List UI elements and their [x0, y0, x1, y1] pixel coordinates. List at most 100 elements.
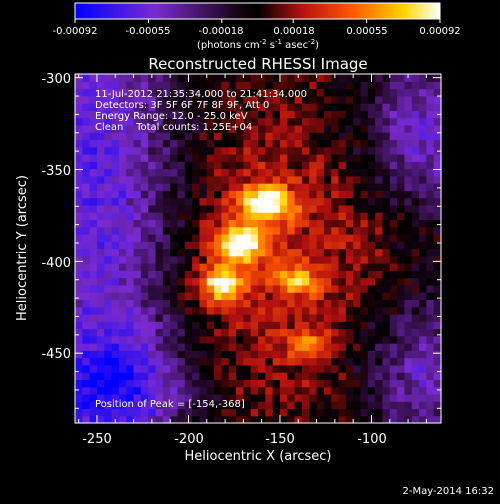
- heatmap-cell: [250, 350, 259, 359]
- heatmap-cell: [170, 146, 179, 155]
- heatmap-cell: [111, 183, 120, 191]
- heatmap-cell: [228, 335, 237, 344]
- heatmap-cell: [228, 74, 237, 82]
- heatmap-cell: [411, 386, 420, 395]
- heatmap-cell: [360, 146, 369, 155]
- heatmap-cell: [82, 292, 91, 300]
- heatmap-cell: [279, 299, 288, 308]
- heatmap-cell: [177, 153, 186, 162]
- heatmap-cell: [133, 110, 142, 119]
- heatmap-cell: [89, 321, 98, 330]
- heatmap-cell: [375, 153, 384, 162]
- heatmap-cell: [75, 364, 83, 373]
- heatmap-cell: [111, 321, 120, 330]
- heatmap-cell: [419, 401, 427, 410]
- heatmap-cell: [177, 103, 186, 111]
- heatmap-cell: [279, 255, 288, 264]
- heatmap-cell: [397, 212, 405, 221]
- heatmap-cell: [360, 139, 369, 148]
- x-tick-label: -150: [265, 432, 295, 447]
- heatmap-cell: [323, 321, 332, 330]
- heatmap-cell: [170, 335, 179, 344]
- heatmap-cell: [360, 284, 369, 293]
- heatmap-cell: [404, 168, 413, 177]
- heatmap-cell: [404, 401, 413, 410]
- heatmap-cell: [236, 74, 244, 82]
- heatmap-cell: [140, 415, 149, 424]
- heatmap-cell: [279, 175, 288, 184]
- heatmap-cell: [140, 270, 149, 279]
- heatmap-cell: [426, 255, 435, 264]
- heatmap-cell: [250, 335, 259, 344]
- heatmap-cell: [184, 110, 193, 119]
- heatmap-cell: [382, 103, 391, 111]
- heatmap-cell: [404, 204, 413, 213]
- heatmap-cell: [272, 284, 281, 293]
- heatmap-cell: [426, 212, 435, 221]
- heatmap-cell: [221, 183, 230, 191]
- heatmap-cell: [323, 197, 332, 206]
- heatmap-cell: [382, 241, 391, 250]
- heatmap-cell: [214, 386, 222, 395]
- colorbar-units-label: (photons cm-2 s-1 asec-2): [197, 38, 319, 51]
- heatmap-cell: [265, 277, 274, 286]
- heatmap-cell: [382, 379, 391, 388]
- heatmap-cell: [192, 270, 201, 279]
- heatmap-cell: [221, 132, 230, 141]
- heatmap-cell: [221, 88, 230, 97]
- heatmap-cell: [111, 284, 120, 293]
- heatmap-cell: [162, 408, 171, 417]
- heatmap-cell: [345, 95, 354, 104]
- heatmap-cell: [323, 357, 332, 366]
- heatmap-cell: [331, 204, 340, 213]
- heatmap-cell: [433, 103, 442, 111]
- heatmap-cell: [397, 379, 405, 388]
- heatmap-cell: [265, 117, 274, 126]
- heatmap-cell: [148, 241, 157, 250]
- heatmap-cell: [360, 408, 369, 417]
- heatmap-cell: [338, 328, 347, 337]
- heatmap-cell: [96, 103, 105, 111]
- heatmap-cell: [206, 74, 215, 82]
- heatmap-cell: [206, 161, 215, 170]
- heatmap-cell: [162, 343, 171, 351]
- heatmap-cell: [272, 277, 281, 286]
- heatmap-cell: [199, 81, 208, 90]
- heatmap-cell: [397, 321, 405, 330]
- heatmap-cell: [353, 386, 362, 395]
- heatmap-cell: [111, 350, 120, 359]
- heatmap-cell: [316, 284, 325, 293]
- heatmap-cell: [184, 190, 193, 199]
- heatmap-cell: [236, 408, 244, 417]
- heatmap-cell: [184, 248, 193, 257]
- heatmap-cell: [82, 204, 91, 213]
- heatmap-cell: [265, 95, 274, 104]
- heatmap-cell: [258, 364, 266, 373]
- heatmap-cell: [316, 175, 325, 184]
- heatmap-cell: [360, 328, 369, 337]
- heatmap-cell: [199, 277, 208, 286]
- heatmap-cell: [397, 248, 405, 257]
- heatmap-cell: [162, 364, 171, 373]
- heatmap-cell: [148, 321, 157, 330]
- heatmap-cell: [389, 379, 398, 388]
- heatmap-cell: [221, 226, 230, 235]
- heatmap-cell: [111, 372, 120, 380]
- heatmap-cell: [353, 248, 362, 257]
- heatmap-cell: [279, 415, 288, 424]
- heatmap-cell: [250, 88, 259, 97]
- heatmap-cell: [331, 103, 340, 111]
- heatmap-cell: [75, 146, 83, 155]
- heatmap-cell: [419, 277, 427, 286]
- heatmap-cell: [236, 386, 244, 395]
- heatmap-cell: [221, 292, 230, 300]
- heatmap-cell: [89, 284, 98, 293]
- heatmap-cell: [397, 117, 405, 126]
- heatmap-cell: [294, 393, 303, 402]
- heatmap-cell: [155, 241, 164, 250]
- heatmap-cell: [96, 343, 105, 351]
- heatmap-cell: [96, 226, 105, 235]
- heatmap-cell: [272, 335, 281, 344]
- heatmap-cell: [272, 313, 281, 322]
- heatmap-cell: [411, 284, 420, 293]
